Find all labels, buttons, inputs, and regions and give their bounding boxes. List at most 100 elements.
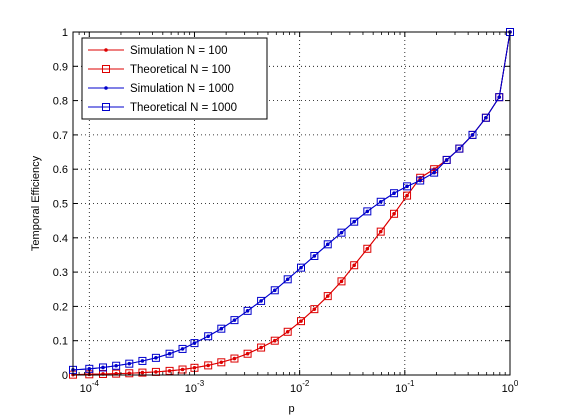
y-tick-label: 0.1: [53, 336, 68, 348]
legend-label: Simulation N = 1000: [130, 83, 234, 95]
x-tick-base: 10: [185, 383, 197, 395]
y-tick-label: 0.4: [53, 233, 68, 245]
dot-marker: [180, 367, 185, 372]
square-marker: [204, 332, 213, 341]
dot-marker: [484, 115, 488, 120]
legend-entry: Simulation N = 1000: [88, 83, 234, 95]
legend: Simulation N = 100 Theoretical N = 100 Sim…: [81, 37, 268, 120]
series-line: [72, 31, 511, 371]
square-marker: [190, 339, 199, 348]
y-axis-label: Temporal Efficiency: [30, 155, 42, 251]
dot-marker: [219, 360, 224, 365]
y-tick-label: 0.9: [53, 61, 68, 73]
legend-dot-marker: [104, 48, 108, 52]
dot-marker: [392, 191, 396, 196]
x-tick-exponent: 0: [514, 379, 519, 388]
dot-marker: [245, 309, 250, 313]
dot-marker: [154, 356, 158, 360]
dot-marker: [87, 367, 92, 371]
dot-marker: [378, 229, 383, 234]
square-marker: [230, 316, 239, 325]
y-tick-label: 0: [62, 370, 68, 382]
square-marker: [217, 358, 226, 367]
dot-marker: [352, 219, 356, 224]
square-marker: [243, 349, 252, 358]
y-tick-label: 0.6: [53, 164, 68, 176]
square-marker: [283, 327, 292, 336]
x-tick-label: 10-4: [80, 379, 100, 395]
dot-marker: [206, 334, 210, 339]
dot-marker: [365, 246, 370, 251]
square-marker: [310, 305, 319, 314]
square-marker: [363, 207, 372, 216]
square-marker: [376, 227, 385, 236]
legend-box: [81, 37, 268, 120]
legend-entry: Simulation N = 100: [88, 45, 228, 57]
series-layer: [69, 28, 514, 379]
x-tick-exponent: -1: [407, 379, 415, 388]
square-marker: [403, 182, 412, 191]
dot-marker: [114, 363, 118, 368]
dot-marker: [339, 230, 344, 235]
dot-marker: [154, 370, 158, 374]
dot-marker: [232, 356, 237, 361]
dot-marker: [127, 371, 132, 376]
dot-marker: [325, 242, 330, 247]
square-marker: [442, 155, 451, 164]
y-tick-label: 0.2: [53, 301, 68, 313]
square-marker: [455, 144, 464, 153]
dot-marker: [180, 347, 185, 351]
y-tick-label: 0.8: [53, 96, 68, 108]
square-marker: [296, 317, 305, 326]
dot-marker: [405, 184, 409, 189]
square-marker: [283, 275, 292, 284]
square-marker: [495, 93, 504, 102]
dot-marker: [432, 170, 436, 175]
square-marker: [178, 344, 187, 353]
y-tick-label: 0.7: [53, 130, 68, 142]
square-marker: [337, 228, 346, 237]
y-tick-label: 0.5: [53, 199, 68, 211]
square-marker: [323, 292, 332, 301]
dot-marker: [192, 341, 197, 345]
square-marker: [416, 176, 425, 185]
square-marker: [204, 361, 213, 370]
square-marker: [350, 217, 359, 226]
square-marker: [270, 336, 279, 345]
square-marker: [151, 353, 160, 362]
dot-marker: [285, 277, 290, 282]
dot-marker: [140, 370, 145, 375]
square-marker: [243, 306, 252, 315]
dot-marker: [206, 363, 210, 368]
dot-marker: [299, 265, 303, 270]
dot-marker: [444, 158, 449, 162]
square-marker: [125, 359, 134, 368]
square-marker: [270, 286, 279, 295]
legend-label: Theoretical N = 100: [130, 64, 231, 76]
dot-marker: [378, 199, 383, 204]
square-marker: [468, 130, 477, 139]
dot-marker: [497, 95, 502, 99]
dot-marker: [312, 307, 317, 311]
dot-marker: [285, 329, 290, 334]
dot-marker: [405, 193, 409, 198]
dot-marker: [192, 365, 197, 370]
dot-marker: [418, 178, 422, 183]
dot-marker: [272, 288, 277, 293]
square-marker: [350, 261, 359, 270]
square-marker: [230, 354, 239, 363]
dot-marker: [325, 294, 330, 298]
x-tick-label: 10-2: [290, 379, 310, 395]
dot-marker: [259, 345, 263, 350]
dot-marker: [245, 351, 250, 356]
legend-label: Simulation N = 100: [130, 45, 228, 57]
square-marker: [363, 244, 372, 253]
series-simulation-n-1000: [71, 30, 512, 372]
x-tick-label: 100: [502, 379, 519, 395]
x-tick-label: 10-3: [185, 379, 205, 395]
square-marker: [390, 209, 399, 218]
legend-dot-marker: [104, 86, 108, 90]
x-tick-exponent: -4: [92, 379, 100, 388]
dot-marker: [312, 254, 317, 258]
